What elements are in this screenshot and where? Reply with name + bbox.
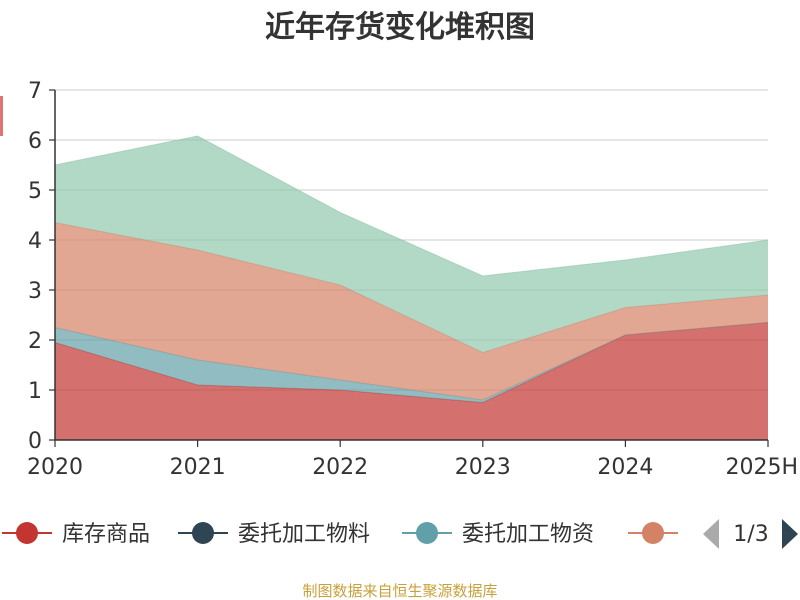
x-tick-label: 2020 [27,455,83,480]
legend-item-委托加工物料[interactable]: 委托加工物料 [178,522,370,547]
legend: 库存商品 委托加工物料 委托加工物资 1/3 [2,519,798,549]
x-tick-label: 2025H [725,455,798,480]
x-tick-label: 2023 [455,455,511,480]
legend-marker-icon [416,522,438,544]
data-source-note: 制图数据来自恒生聚源数据库 [302,582,497,600]
area-series-4 [55,222,768,400]
y-tick-label: 7 [28,79,42,104]
area-series-1 [55,322,768,440]
y-tick-label: 5 [28,179,42,204]
stacked-areas [54,135,769,440]
y-axis-ticks: 0 1 2 3 4 5 6 7 [28,79,55,454]
legend-item-委托加工物资[interactable]: 委托加工物资 [402,522,594,547]
legend-label: 委托加工物料 [238,522,370,547]
y-tick-label: 4 [28,229,42,254]
legend-marker-icon [192,522,214,544]
y-tick-label: 2 [28,329,42,354]
area-edge-series-5 [54,135,769,277]
axes [54,90,768,441]
x-tick-label: 2022 [312,455,368,480]
y-axis-title-clipped [0,96,3,136]
x-axis-ticks: 2020 2021 2022 2023 2024 2025H [27,440,798,480]
legend-prev-page-icon[interactable] [703,519,719,549]
legend-page-indicator: 1/3 [733,522,768,547]
legend-marker-icon [642,522,664,544]
legend-label: 委托加工物资 [462,522,594,547]
area-series-3 [55,322,768,403]
y-tick-label: 3 [28,279,42,304]
legend-marker-icon [16,522,38,544]
legend-label: 库存商品 [62,522,150,547]
legend-item-4[interactable] [628,522,678,544]
x-tick-label: 2024 [597,455,653,480]
legend-item-库存商品[interactable]: 库存商品 [2,522,150,547]
x-tick-label: 2021 [170,455,226,480]
y-tick-label: 6 [28,129,42,154]
y-tick-label: 1 [28,379,42,404]
y-tick-label: 0 [28,429,42,454]
legend-next-page-icon[interactable] [782,519,798,549]
chart-title: 近年存货变化堆积图 [265,10,535,45]
